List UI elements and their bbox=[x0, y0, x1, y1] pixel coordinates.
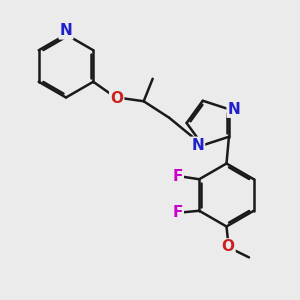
Text: O: O bbox=[221, 239, 235, 254]
Text: F: F bbox=[172, 205, 183, 220]
Text: N: N bbox=[60, 23, 72, 38]
Text: N: N bbox=[228, 102, 240, 117]
Text: N: N bbox=[191, 138, 204, 153]
Text: F: F bbox=[172, 169, 183, 184]
Text: O: O bbox=[110, 91, 123, 106]
